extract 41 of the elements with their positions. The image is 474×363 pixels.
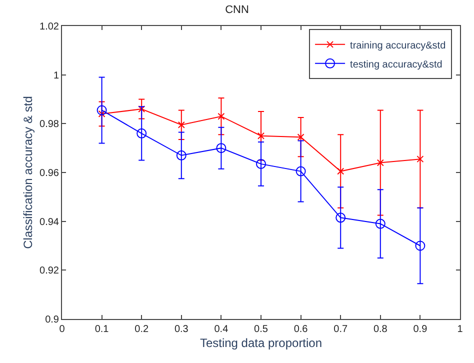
point: [416, 156, 424, 163]
point: [176, 150, 186, 160]
point: [415, 240, 426, 251]
y-tick-label: 0.96: [40, 168, 60, 179]
point: [98, 110, 106, 118]
point: [138, 106, 146, 113]
x-tick-label: 1: [457, 324, 464, 335]
y-tick-label: 0.92: [40, 266, 60, 277]
x-axis-title: Testing data proportion: [200, 336, 322, 350]
point: [216, 143, 226, 154]
chart-title: CNN: [225, 4, 249, 16]
y-tick-label: 1: [53, 70, 60, 82]
legend-label: training accuracy&std: [350, 40, 446, 52]
legend-label: testing accuracy&std: [350, 59, 442, 70]
point: [297, 134, 304, 141]
y-tick-label: 0.9: [45, 314, 60, 326]
x-tick-label: 0.3: [174, 324, 189, 335]
point: [258, 132, 264, 140]
x-tick-label: 0.4: [214, 324, 229, 335]
x-tick-label: 0.1: [94, 324, 110, 335]
point: [178, 121, 185, 128]
point: [136, 128, 147, 138]
y-tick-label: 0.98: [40, 119, 60, 130]
x-tick-label: 0.6: [294, 324, 308, 335]
x-tick-label: 0.7: [334, 324, 348, 335]
y-axis-title: Classification accuracy & std: [20, 96, 35, 249]
point: [336, 212, 346, 223]
x-tick-label: 0: [59, 324, 66, 335]
x-tick-label: 0.2: [134, 324, 149, 335]
y-tick-label: 0.94: [40, 216, 60, 228]
y-tick-label: 1.02: [40, 22, 60, 32]
x-tick-label: 0.9: [413, 324, 428, 335]
x-tick-label: 0.5: [254, 324, 268, 335]
point: [337, 168, 344, 175]
point: [296, 166, 306, 176]
point: [376, 159, 384, 166]
point: [256, 158, 266, 169]
point: [375, 218, 386, 229]
x-tick-label: 0.8: [373, 324, 388, 335]
point: [96, 105, 107, 116]
point: [218, 112, 225, 120]
